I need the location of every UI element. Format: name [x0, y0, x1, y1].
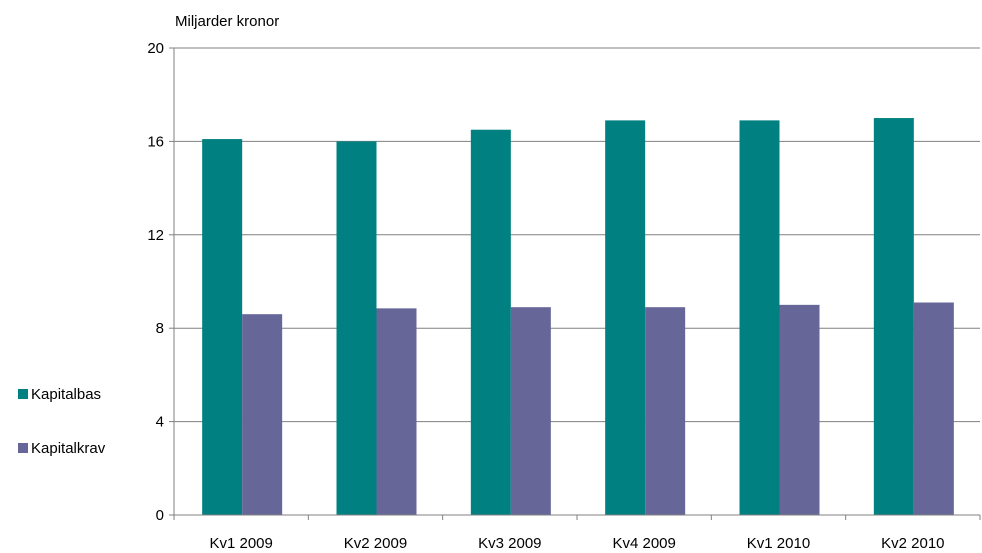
bar-kapitalkrav [779, 304, 820, 515]
y-tick-label: 12 [147, 227, 164, 244]
bar-kapitalbas [605, 120, 646, 515]
bar-kapitalbas [202, 139, 243, 515]
legend-swatch [18, 389, 28, 399]
bar-kapitalbas [739, 120, 780, 515]
gridlines [174, 47, 980, 423]
bar-kapitalbas [470, 129, 511, 515]
x-tick-label: Kv4 2009 [612, 535, 675, 552]
y-tick-label: 16 [147, 133, 164, 150]
x-tick-label: Kv3 2009 [478, 535, 541, 552]
y-tick-label: 4 [156, 414, 164, 431]
y-axis-label: Miljarder kronor [175, 13, 279, 30]
bar-kapitalkrav [913, 302, 954, 515]
legend-swatch [18, 443, 28, 453]
bar-kapitalkrav [645, 307, 686, 515]
y-tick-label: 8 [156, 320, 164, 337]
bar-kapitalkrav [510, 307, 551, 515]
y-tick-label: 0 [156, 507, 164, 524]
x-tick-label: Kv2 2009 [344, 535, 407, 552]
bar-kapitalbas [873, 118, 914, 516]
legend-label: Kapitalkrav [31, 440, 106, 457]
bar-kapitalbas [336, 141, 377, 515]
x-tick-label: Kv1 2010 [747, 535, 810, 552]
x-tick-label: Kv1 2009 [209, 535, 272, 552]
y-tick-label: 20 [147, 40, 164, 57]
bars [202, 118, 954, 516]
x-axis: Kv1 2009 Kv2 2009 Kv3 2009 Kv4 2009 Kv1 2010… [173, 48, 981, 552]
bar-kapitalkrav [242, 314, 283, 515]
y-axis-ticks: 0 4 8 12 16 20 [147, 40, 174, 524]
x-tick-label: Kv2 2010 [881, 535, 944, 552]
legend: Kapitalbas Kapitalkrav [18, 386, 106, 457]
bar-kapitalkrav [376, 308, 417, 515]
legend-label: Kapitalbas [31, 386, 101, 403]
